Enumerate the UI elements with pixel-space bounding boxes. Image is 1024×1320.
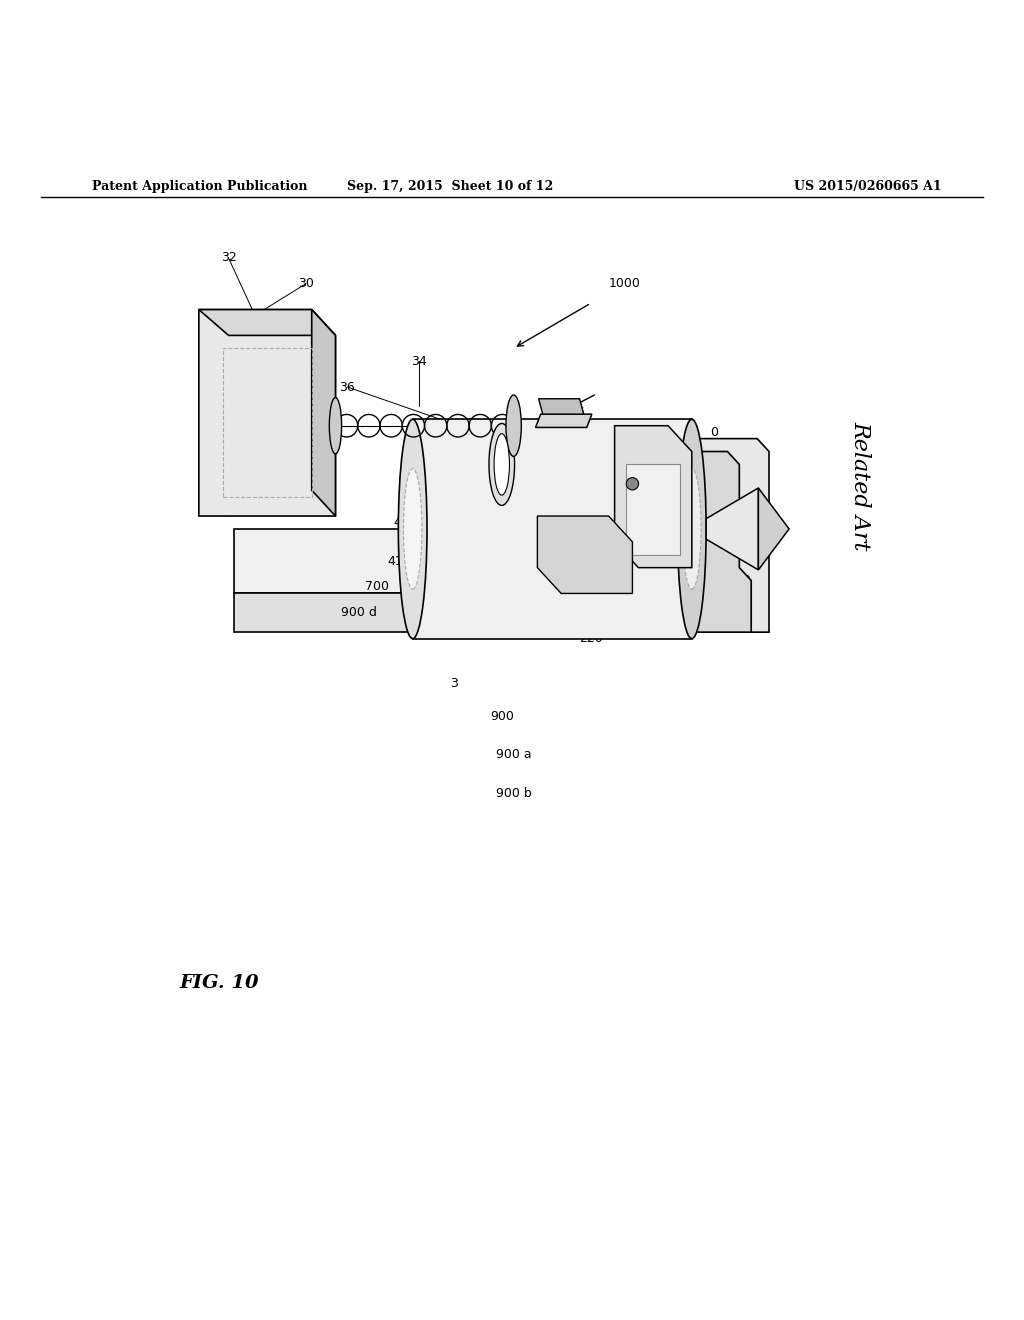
Polygon shape xyxy=(413,420,692,639)
Text: 42: 42 xyxy=(399,536,415,548)
Text: 44: 44 xyxy=(423,490,438,503)
Text: 30: 30 xyxy=(298,277,313,290)
Text: 43: 43 xyxy=(393,516,409,529)
Ellipse shape xyxy=(683,469,701,589)
Text: 1000: 1000 xyxy=(608,277,641,290)
Text: 218: 218 xyxy=(644,458,668,471)
Ellipse shape xyxy=(330,397,342,454)
Text: 0: 0 xyxy=(710,425,718,438)
Text: 10: 10 xyxy=(482,445,498,458)
Polygon shape xyxy=(199,310,336,516)
Polygon shape xyxy=(627,465,680,554)
Text: Related Art: Related Art xyxy=(849,421,871,550)
Ellipse shape xyxy=(398,420,427,639)
Text: 900 b: 900 b xyxy=(496,787,531,800)
Ellipse shape xyxy=(403,469,422,589)
Polygon shape xyxy=(707,488,759,570)
Text: 34: 34 xyxy=(411,355,426,368)
Circle shape xyxy=(627,478,639,490)
Polygon shape xyxy=(614,426,692,568)
Polygon shape xyxy=(234,529,752,594)
Text: US 2015/0260665 A1: US 2015/0260665 A1 xyxy=(795,181,942,194)
Ellipse shape xyxy=(678,420,707,639)
Text: FIG. 10: FIG. 10 xyxy=(179,974,259,991)
Polygon shape xyxy=(234,594,752,632)
Polygon shape xyxy=(759,488,790,570)
Text: 900: 900 xyxy=(489,710,514,722)
Ellipse shape xyxy=(494,434,510,495)
Text: 900 d: 900 d xyxy=(341,606,377,619)
Text: 220: 220 xyxy=(579,632,603,645)
Text: 700: 700 xyxy=(365,581,389,594)
Text: Patent Application Publication: Patent Application Publication xyxy=(92,181,307,194)
Polygon shape xyxy=(668,451,752,632)
Ellipse shape xyxy=(506,395,521,457)
Ellipse shape xyxy=(489,424,514,506)
Text: 216: 216 xyxy=(561,407,585,420)
Polygon shape xyxy=(538,516,633,594)
Text: 32: 32 xyxy=(221,252,237,264)
Polygon shape xyxy=(199,310,336,335)
Text: 900 a: 900 a xyxy=(496,748,531,762)
Polygon shape xyxy=(539,399,584,414)
Text: 36: 36 xyxy=(340,380,355,393)
Text: 3: 3 xyxy=(451,677,458,690)
Text: 41: 41 xyxy=(387,554,402,568)
Text: Sep. 17, 2015  Sheet 10 of 12: Sep. 17, 2015 Sheet 10 of 12 xyxy=(347,181,554,194)
Polygon shape xyxy=(311,310,336,516)
Polygon shape xyxy=(638,438,769,632)
Polygon shape xyxy=(536,414,592,428)
Text: 200: 200 xyxy=(727,574,752,587)
